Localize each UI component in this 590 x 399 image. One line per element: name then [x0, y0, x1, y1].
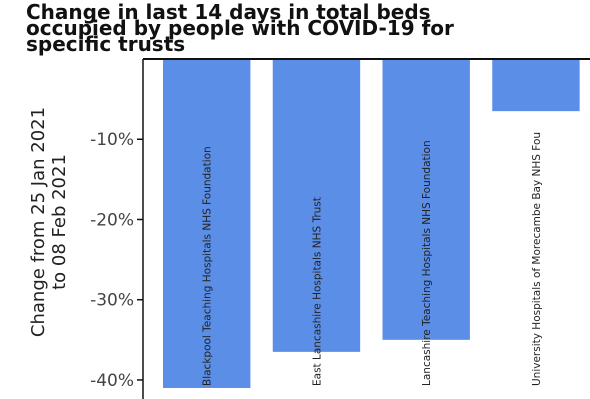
bar: [492, 59, 580, 112]
bar-labels-group: Blackpool Teaching Hospitals NHS Foundat…: [202, 132, 543, 386]
bar-category-label: Lancashire Teaching Hospitals NHS Founda…: [421, 140, 433, 386]
bar-category-label: East Lancashire Hospitals NHS Trust: [311, 197, 323, 386]
y-tick-label: -10%: [90, 130, 134, 150]
y-axis-label: Change from 25 Jan 2021to 08 Feb 2021: [28, 107, 70, 337]
bar: [272, 59, 361, 352]
bar-category-label: University Hospitals of Morecambe Bay NH…: [531, 132, 543, 386]
y-ticks-group: -10% -20% -30% -40%: [90, 130, 143, 391]
bars-group: [163, 59, 580, 388]
y-tick-label: -40%: [90, 371, 134, 391]
chart-title: Change in last 14 days in total beds occ…: [26, 0, 454, 56]
bar: [382, 59, 470, 340]
bar: [163, 59, 251, 388]
y-tick-label: -30%: [90, 291, 134, 311]
bar-category-label: Blackpool Teaching Hospitals NHS Foundat…: [202, 146, 214, 386]
y-tick-label: -20%: [90, 210, 134, 230]
